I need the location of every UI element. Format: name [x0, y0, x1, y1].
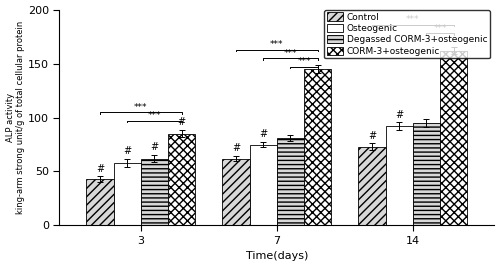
- Text: #: #: [259, 129, 268, 139]
- Text: #: #: [123, 146, 132, 156]
- Text: ***: ***: [270, 40, 283, 49]
- Bar: [386, 126, 413, 225]
- Text: ***: ***: [134, 103, 147, 112]
- Bar: [141, 159, 168, 225]
- Bar: [86, 179, 114, 225]
- Bar: [168, 134, 196, 225]
- Bar: [440, 50, 467, 225]
- Text: #: #: [150, 142, 158, 152]
- Text: #: #: [368, 131, 376, 141]
- Legend: Control, Osteogenic, Degassed CORM-3+osteogenic, CORM-3+osteogenic: Control, Osteogenic, Degassed CORM-3+ost…: [324, 10, 490, 58]
- Text: ***: ***: [434, 24, 447, 33]
- Bar: [222, 159, 250, 225]
- Text: #: #: [96, 164, 104, 174]
- Bar: [114, 163, 141, 225]
- Bar: [413, 123, 440, 225]
- Text: ***: ***: [148, 111, 161, 120]
- Text: ***: ***: [406, 15, 419, 24]
- X-axis label: Time(days): Time(days): [246, 252, 308, 261]
- Bar: [250, 144, 277, 225]
- Bar: [277, 138, 304, 225]
- Text: #: #: [395, 110, 404, 120]
- Text: ***: ***: [298, 57, 311, 66]
- Text: ***: ***: [284, 49, 297, 58]
- Bar: [358, 147, 386, 225]
- Bar: [304, 69, 332, 225]
- Text: #: #: [178, 117, 186, 127]
- Y-axis label: ALP activity
king-arm strong unit/g of total cellular protein: ALP activity king-arm strong unit/g of t…: [6, 21, 25, 214]
- Text: #: #: [232, 143, 240, 153]
